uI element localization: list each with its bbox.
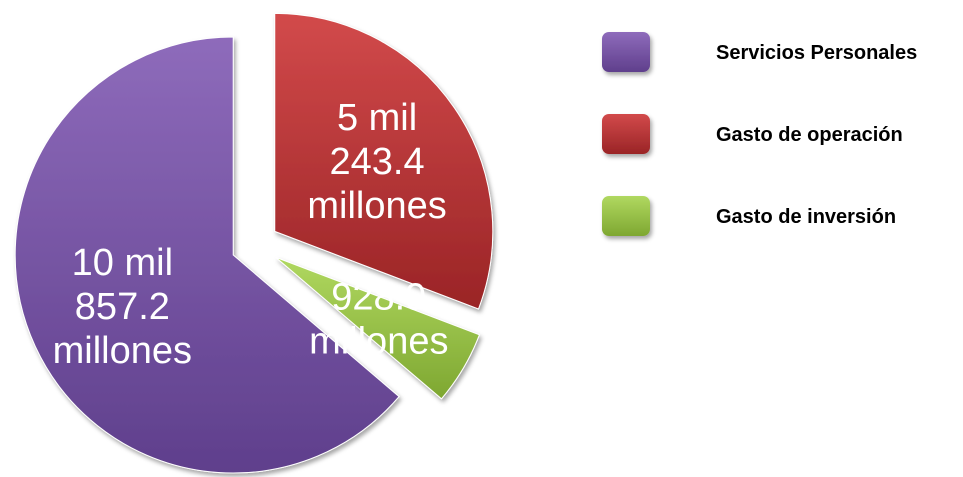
legend: Servicios Personales Gasto de operación Ga…	[602, 32, 917, 236]
data-label-0-line-0: 10 mil	[72, 242, 173, 284]
pie-slice-2	[275, 256, 481, 400]
legend-label-1: Gasto de operación	[716, 124, 903, 146]
data-label-2-line-0: 928.9	[331, 276, 426, 318]
data-label-0-line-1: 857.2	[75, 286, 170, 328]
pie-slice-1	[274, 12, 494, 310]
data-label-1-line-0: 5 mil	[337, 97, 417, 139]
pie-slices	[14, 12, 494, 474]
pie-slice-0	[14, 36, 400, 474]
legend-label-0: Servicios Personales	[716, 42, 917, 64]
legend-swatch-0	[602, 32, 650, 72]
legend-swatch-2	[602, 196, 650, 236]
data-label-0-line-2: millones	[53, 330, 192, 372]
legend-swatch-1	[602, 114, 650, 154]
data-label-2-line-1: millones	[309, 320, 448, 362]
data-label-1-line-2: millones	[307, 185, 446, 227]
data-label-1-line-1: 243.4	[330, 141, 425, 183]
legend-label-2: Gasto de inversión	[716, 206, 896, 228]
